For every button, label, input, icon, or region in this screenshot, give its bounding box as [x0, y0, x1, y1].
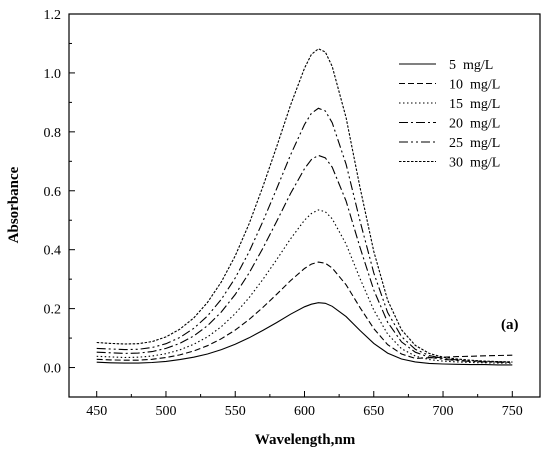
legend: 5 mg/L 10 mg/L 15 mg/L 20 mg/L 25 mg/L 30 mg/…: [399, 58, 500, 171]
y-tick-label: 0.8: [44, 126, 62, 141]
series-line: [96, 48, 513, 363]
x-tick-label: 500: [155, 404, 176, 419]
series-line: [96, 302, 513, 366]
annotation-label: (a): [501, 317, 519, 333]
series-line: [96, 154, 513, 364]
legend-label: 10 mg/L: [449, 78, 500, 93]
legend-label: 30 mg/L: [449, 156, 500, 171]
legend-label: 15 mg/L: [449, 97, 500, 112]
x-tick-label: 650: [363, 404, 384, 419]
y-axis-ticks: 0.0 0.2 0.4 0.6 0.8 1.0 1.2: [44, 8, 75, 377]
legend-label: 25 mg/L: [449, 136, 500, 151]
x-axis-title: Wavelength,nm: [255, 432, 356, 448]
series-line: [96, 209, 513, 364]
x-tick-label: 600: [294, 404, 315, 419]
series-line: [96, 261, 513, 361]
y-tick-label: 0.6: [44, 185, 62, 200]
series-line: [96, 107, 513, 363]
y-tick-label: 0.4: [44, 244, 62, 259]
y-tick-label: 0.2: [44, 303, 62, 318]
x-tick-label: 450: [86, 404, 107, 419]
y-axis-title: Absorbance: [6, 166, 22, 243]
legend-label: 5 mg/L: [449, 58, 493, 73]
series-lines: [96, 48, 513, 366]
y-tick-label: 0.0: [44, 362, 62, 377]
x-axis-ticks: 450 500 550 600 650 700 750: [86, 391, 523, 419]
x-tick-label: 750: [502, 404, 523, 419]
x-tick-label: 550: [225, 404, 246, 419]
y-tick-label: 1.0: [44, 67, 62, 82]
legend-label: 20 mg/L: [449, 117, 500, 132]
x-tick-label: 700: [433, 404, 454, 419]
y-tick-label: 1.2: [44, 8, 62, 23]
